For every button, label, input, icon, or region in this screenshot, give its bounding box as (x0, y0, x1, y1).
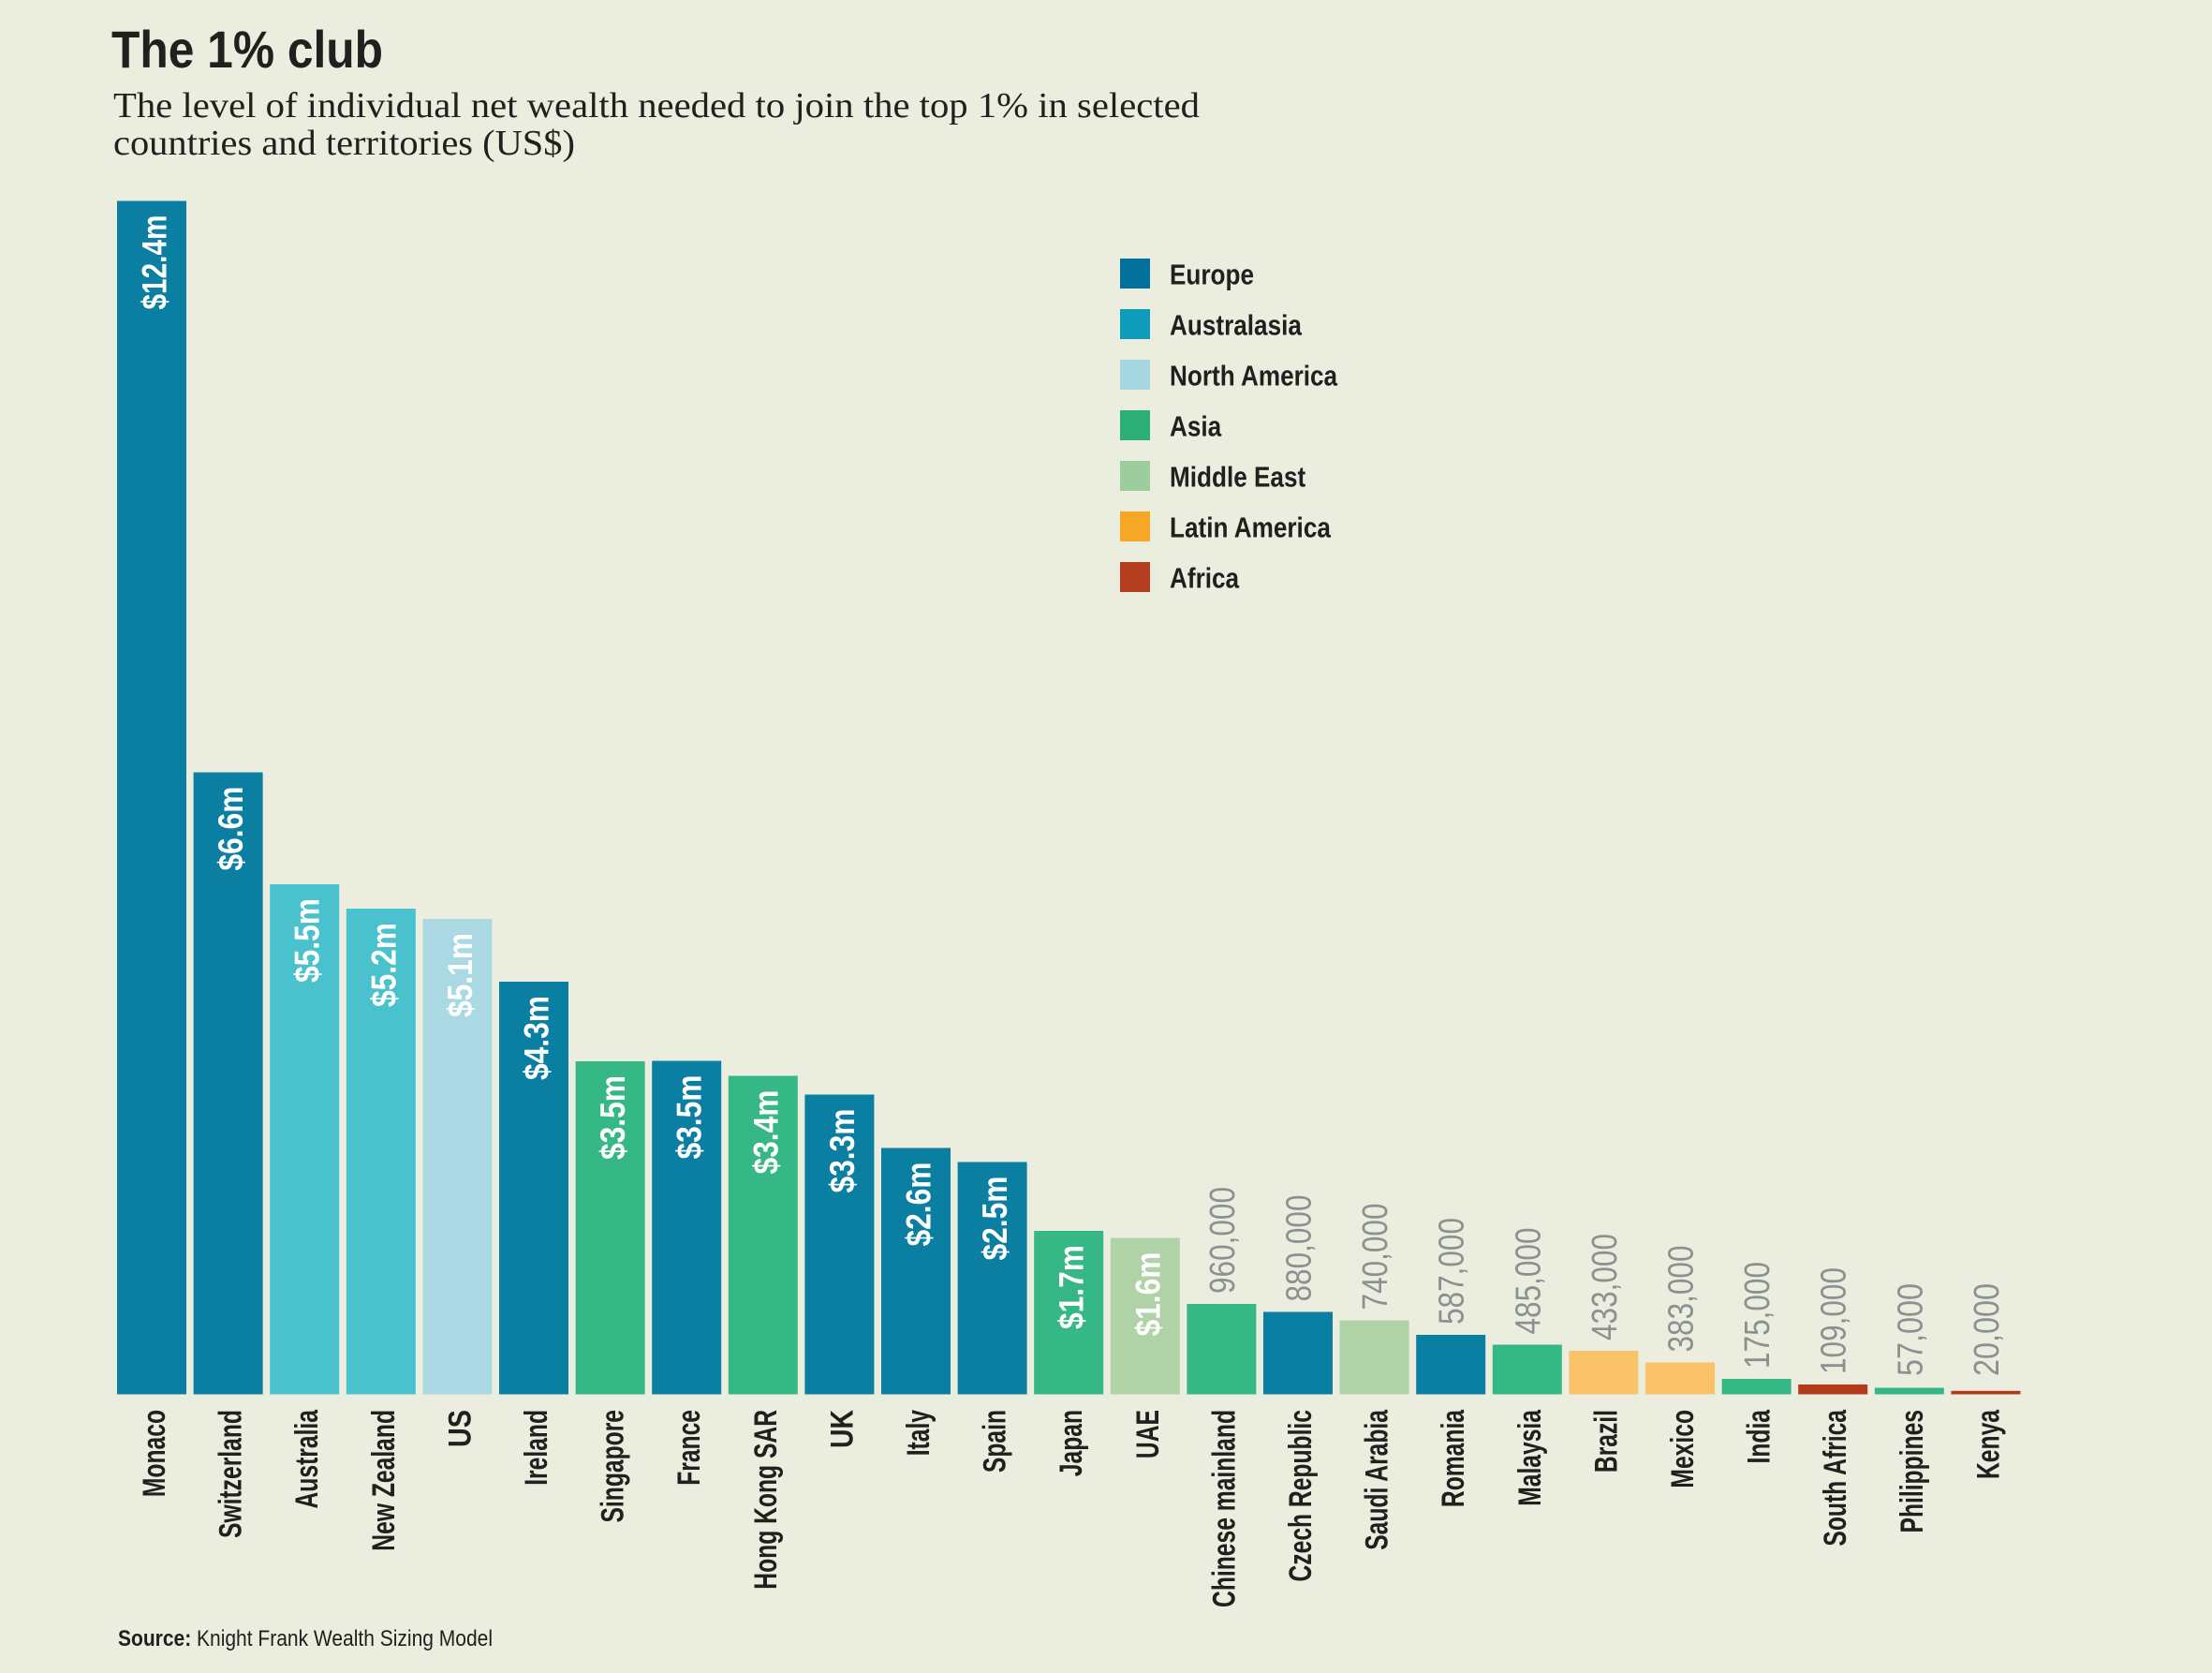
svg-text:Romania: Romania (1436, 1409, 1471, 1507)
svg-text:The level of individual net we: The level of individual net wealth neede… (113, 86, 1200, 126)
svg-text:Brazil: Brazil (1588, 1410, 1624, 1473)
svg-text:Philippines: Philippines (1895, 1410, 1930, 1533)
svg-text:Malaysia: Malaysia (1512, 1409, 1548, 1506)
svg-text:Mexico: Mexico (1665, 1410, 1701, 1488)
svg-text:Czech Republic: Czech Republic (1283, 1410, 1319, 1582)
svg-text:$3.5m: $3.5m (671, 1075, 709, 1160)
svg-text:UK: UK (824, 1410, 860, 1448)
svg-text:Chinese mainland: Chinese mainland (1206, 1410, 1242, 1607)
svg-text:433,000: 433,000 (1585, 1234, 1625, 1340)
svg-text:$1.7m: $1.7m (1053, 1245, 1091, 1329)
svg-text:Japan: Japan (1054, 1410, 1089, 1476)
svg-text:US: US (442, 1410, 478, 1447)
svg-text:383,000: 383,000 (1662, 1246, 1702, 1353)
svg-text:$5.1m: $5.1m (441, 933, 479, 1017)
svg-text:Switzerland: Switzerland (214, 1410, 249, 1538)
svg-text:$3.3m: $3.3m (823, 1109, 862, 1193)
svg-text:587,000: 587,000 (1433, 1218, 1472, 1325)
svg-text:109,000: 109,000 (1815, 1267, 1854, 1374)
svg-text:countries and territories (US$: countries and territories (US$) (113, 124, 575, 163)
svg-text:$1.6m: $1.6m (1128, 1252, 1167, 1337)
svg-text:$3.4m: $3.4m (746, 1090, 785, 1175)
svg-text:$12.4m: $12.4m (136, 215, 174, 310)
svg-text:Saudi Arabia: Saudi Arabia (1360, 1409, 1395, 1550)
svg-text:880,000: 880,000 (1280, 1195, 1320, 1302)
svg-text:Middle East: Middle East (1170, 460, 1305, 493)
svg-text:175,000: 175,000 (1738, 1262, 1777, 1369)
svg-text:$3.5m: $3.5m (594, 1075, 632, 1160)
svg-text:Australia: Australia (289, 1409, 325, 1508)
svg-text:Source: Knight Frank Wealth Si: Source: Knight Frank Wealth Sizing Model (118, 1626, 493, 1651)
svg-text:57,000: 57,000 (1891, 1283, 1930, 1376)
svg-text:$5.5m: $5.5m (288, 898, 327, 983)
svg-text:Singapore: Singapore (596, 1410, 631, 1523)
svg-text:New Zealand: New Zealand (366, 1410, 402, 1551)
svg-text:Monaco: Monaco (137, 1410, 172, 1497)
svg-text:Africa: Africa (1170, 561, 1240, 594)
svg-text:Asia: Asia (1170, 409, 1222, 442)
svg-text:Hong Kong SAR: Hong Kong SAR (748, 1410, 784, 1590)
svg-text:The 1% club: The 1% club (111, 20, 383, 79)
svg-text:Australasia: Australasia (1170, 308, 1303, 341)
svg-text:Italy: Italy (901, 1410, 936, 1456)
svg-text:$4.3m: $4.3m (518, 996, 556, 1080)
svg-text:Ireland: Ireland (519, 1410, 554, 1486)
svg-text:740,000: 740,000 (1356, 1204, 1395, 1310)
svg-text:960,000: 960,000 (1203, 1187, 1243, 1294)
svg-text:$5.2m: $5.2m (364, 923, 403, 1007)
svg-text:Spain: Spain (978, 1410, 1013, 1473)
svg-text:South Africa: South Africa (1818, 1409, 1853, 1546)
svg-text:$6.6m: $6.6m (212, 787, 250, 871)
svg-text:France: France (671, 1410, 707, 1486)
svg-text:485,000: 485,000 (1509, 1228, 1548, 1335)
svg-text:20,000: 20,000 (1968, 1283, 2007, 1376)
svg-text:Kenya: Kenya (1970, 1409, 2006, 1479)
svg-text:UAE: UAE (1130, 1410, 1166, 1458)
svg-text:Europe: Europe (1170, 258, 1254, 290)
svg-text:Latin America: Latin America (1170, 511, 1332, 543)
svg-text:India: India (1742, 1409, 1777, 1463)
svg-text:$2.5m: $2.5m (976, 1177, 1014, 1261)
svg-text:North America: North America (1170, 359, 1338, 392)
svg-text:$2.6m: $2.6m (900, 1162, 938, 1247)
